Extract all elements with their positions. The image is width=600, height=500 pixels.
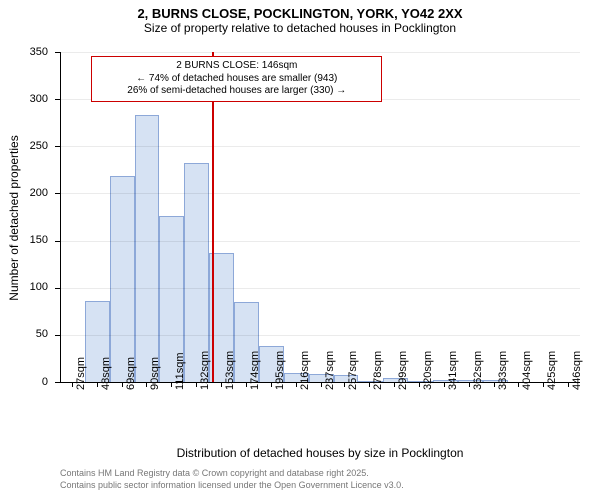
y-tick-label: 50 — [0, 329, 48, 340]
x-tick-label: 195sqm — [275, 351, 286, 390]
x-tick-label: 27sqm — [76, 357, 87, 390]
x-tick-label: 257sqm — [348, 351, 359, 390]
x-tick-label: 132sqm — [200, 351, 211, 390]
x-tick-label: 216sqm — [300, 351, 311, 390]
y-tick-label: 350 — [0, 47, 48, 58]
histogram-bar — [110, 176, 135, 382]
footer-line-2: Contains public sector information licen… — [60, 480, 404, 490]
y-tick-label: 200 — [0, 188, 48, 199]
x-tick-label: 404sqm — [522, 351, 533, 390]
x-tick-label: 90sqm — [150, 357, 161, 390]
x-tick-label: 362sqm — [473, 351, 484, 390]
annotation-line-3: 26% of semi-detached houses are larger (… — [98, 85, 375, 98]
x-tick-label: 341sqm — [448, 351, 459, 390]
chart-subtitle: Size of property relative to detached ho… — [0, 21, 600, 35]
y-tick-label: 300 — [0, 94, 48, 105]
x-tick-label: 111sqm — [175, 352, 186, 390]
x-tick-label: 425sqm — [547, 351, 558, 390]
y-tick-label: 250 — [0, 141, 48, 152]
plot-area: 2 BURNS CLOSE: 146sqm ← 74% of detached … — [60, 52, 580, 382]
x-tick-label: 48sqm — [101, 357, 112, 390]
x-tick-label: 446sqm — [572, 351, 583, 390]
x-tick-label: 153sqm — [225, 351, 236, 390]
y-tick-label: 150 — [0, 235, 48, 246]
x-tick-label: 174sqm — [250, 351, 261, 390]
annotation-line-1: 2 BURNS CLOSE: 146sqm — [98, 60, 375, 73]
figure: 2, BURNS CLOSE, POCKLINGTON, YORK, YO42 … — [0, 0, 600, 500]
footer-line-1: Contains HM Land Registry data © Crown c… — [60, 468, 369, 478]
chart-title: 2, BURNS CLOSE, POCKLINGTON, YORK, YO42 … — [0, 0, 600, 21]
x-tick-label: 278sqm — [373, 351, 384, 390]
histogram-bar — [135, 115, 160, 382]
x-tick-label: 299sqm — [398, 351, 409, 390]
reference-line — [212, 52, 214, 382]
histogram-bar — [184, 163, 209, 382]
x-tick-label: 237sqm — [325, 351, 336, 390]
y-tick-label: 100 — [0, 282, 48, 293]
x-tick-label: 69sqm — [126, 357, 137, 390]
y-tick-label: 0 — [0, 377, 48, 388]
annotation-box: 2 BURNS CLOSE: 146sqm ← 74% of detached … — [91, 56, 382, 102]
annotation-line-2: ← 74% of detached houses are smaller (94… — [98, 73, 375, 86]
x-tick-label: 383sqm — [498, 351, 509, 390]
x-axis-label: Distribution of detached houses by size … — [60, 446, 580, 460]
x-tick-label: 320sqm — [423, 351, 434, 390]
